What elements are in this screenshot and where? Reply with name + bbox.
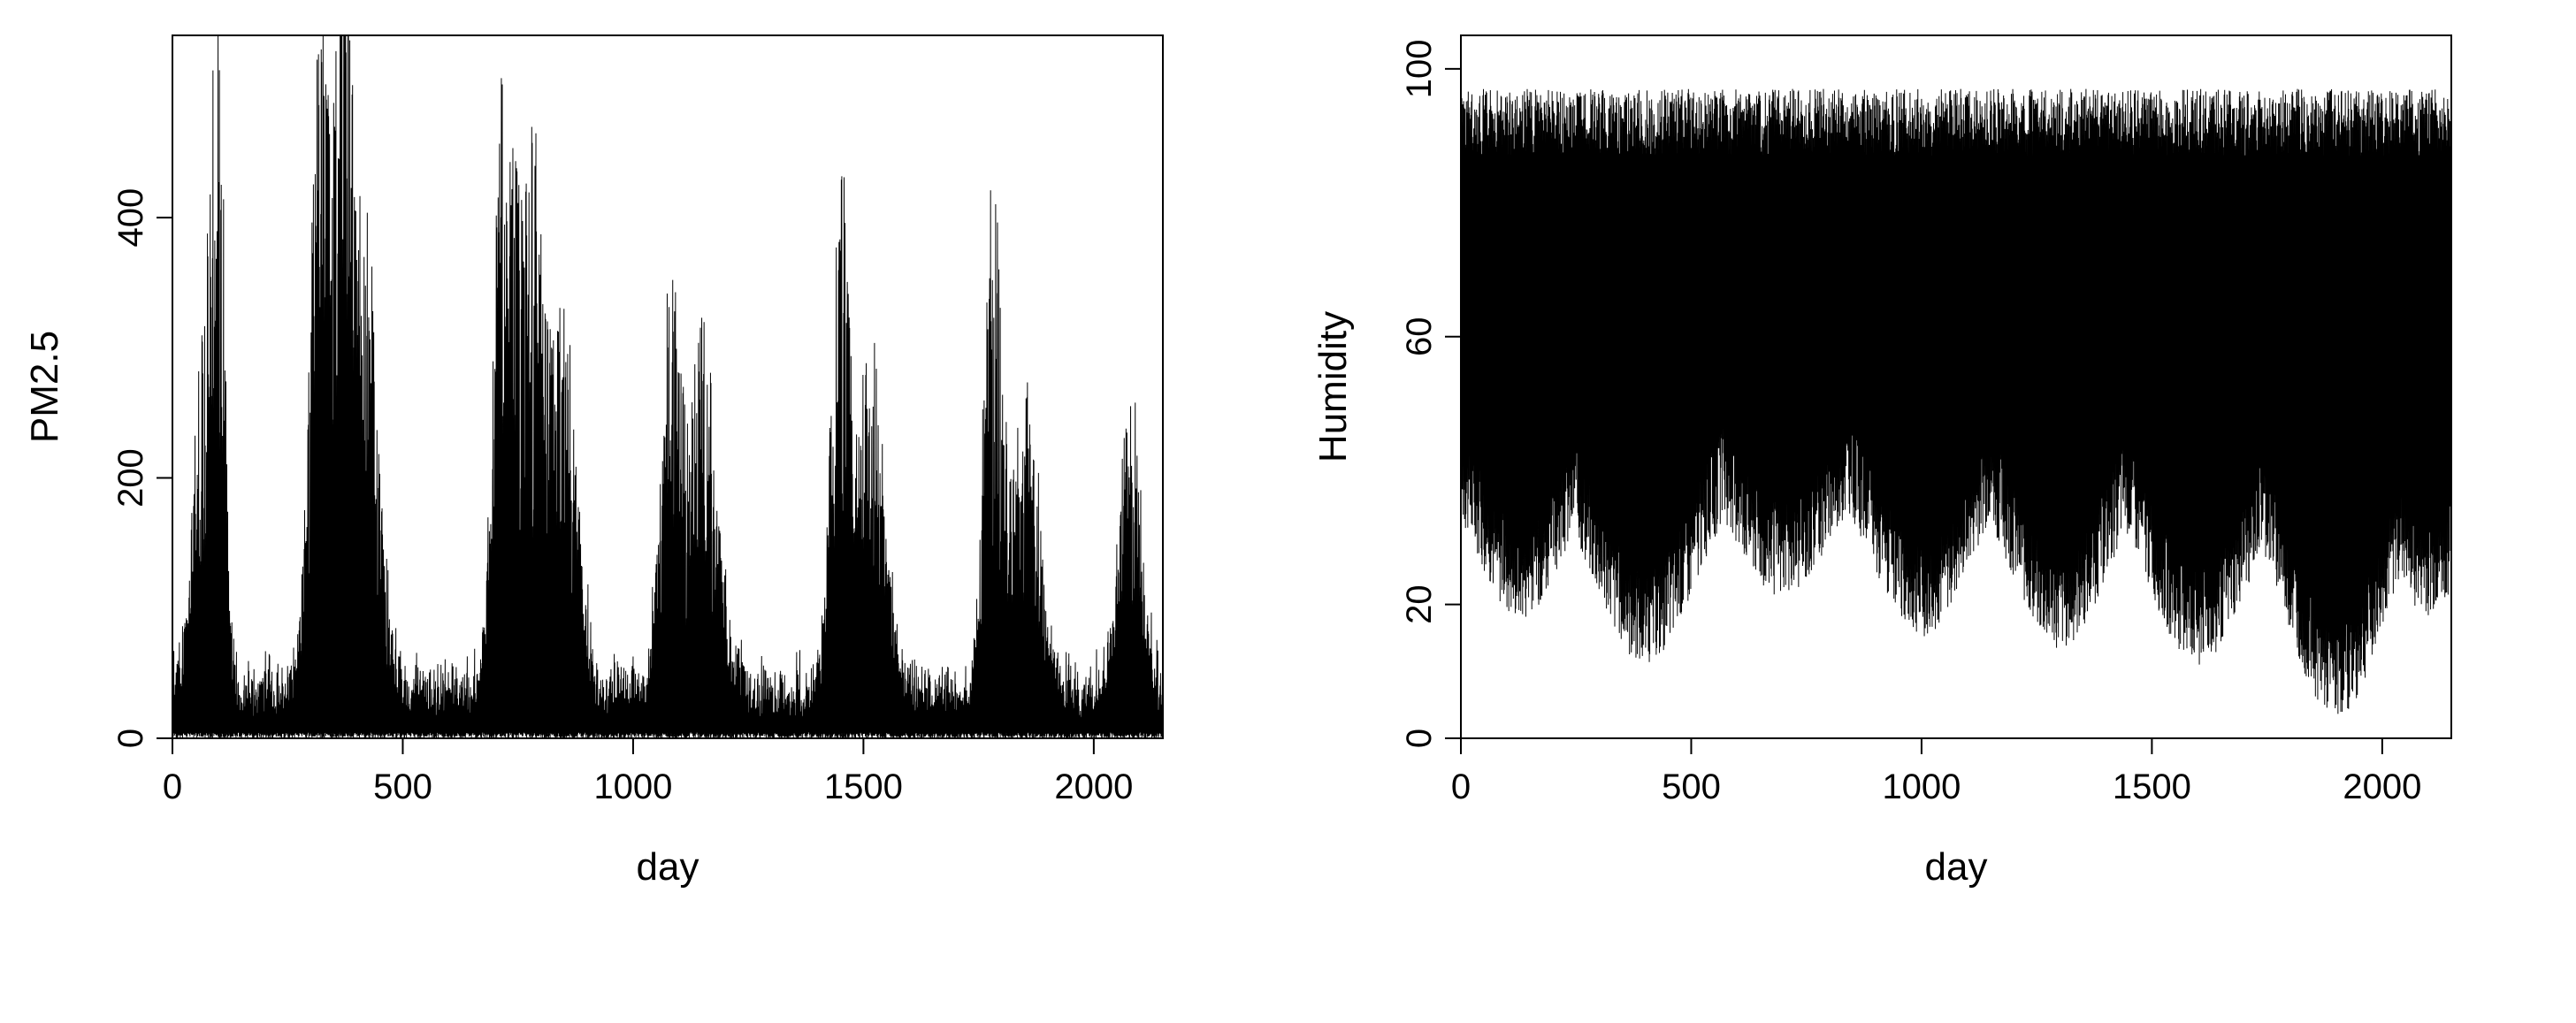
x-tick-label: 1500 [2112, 767, 2190, 806]
humidity-y-axis: 0 20 60 100 [1400, 39, 1461, 748]
pm25-y-axis: 0 200 400 [111, 188, 172, 748]
humidity-line [1461, 89, 2450, 714]
pm25-line [172, 35, 1162, 738]
humidity-y-label: Humidity [1311, 311, 1355, 462]
x-tick-label: 500 [1662, 767, 1721, 806]
x-tick-label: 1500 [824, 767, 903, 806]
figure-container: 0500100015002000 0200400 day PM2.5 05001… [0, 0, 2576, 1023]
pm25-svg: 0 500 1000 1500 2000 0 200 400 day PM2.5 [0, 0, 1288, 1023]
x-tick-label: 1000 [593, 767, 672, 806]
humidity-series [1461, 89, 2450, 714]
pm25-x-label: day [637, 845, 699, 889]
pm25-y-label: PM2.5 [23, 331, 66, 443]
y-tick-label: 200 [111, 448, 150, 508]
y-tick-label: 0 [1400, 729, 1439, 748]
x-tick-label: 2000 [2343, 767, 2421, 806]
y-tick-label: 60 [1400, 317, 1439, 356]
humidity-svg: 0 500 1000 1500 2000 0 20 60 100 day Humidity [1288, 0, 2576, 1023]
humidity-panel: 0 500 1000 1500 2000 0 20 60 100 day Humidity [1288, 0, 2576, 1023]
x-tick-label: 0 [163, 767, 182, 806]
y-tick-label: 400 [111, 188, 150, 248]
pm25-panel: 0 500 1000 1500 2000 0 200 400 day PM2.5 [0, 0, 1288, 1023]
y-tick-label: 100 [1400, 39, 1439, 98]
pm25-series [172, 35, 1162, 738]
x-tick-label: 1000 [1882, 767, 1961, 806]
x-tick-label: 2000 [1054, 767, 1133, 806]
x-tick-label: 500 [373, 767, 432, 806]
humidity-x-label: day [1924, 845, 1987, 889]
pm25-x-axis: 0 500 1000 1500 2000 [163, 738, 1133, 806]
humidity-x-axis: 0 500 1000 1500 2000 [1450, 738, 2420, 806]
x-tick-label: 0 [1450, 767, 1470, 806]
y-tick-label: 0 [111, 729, 150, 748]
y-tick-label: 20 [1400, 584, 1439, 624]
